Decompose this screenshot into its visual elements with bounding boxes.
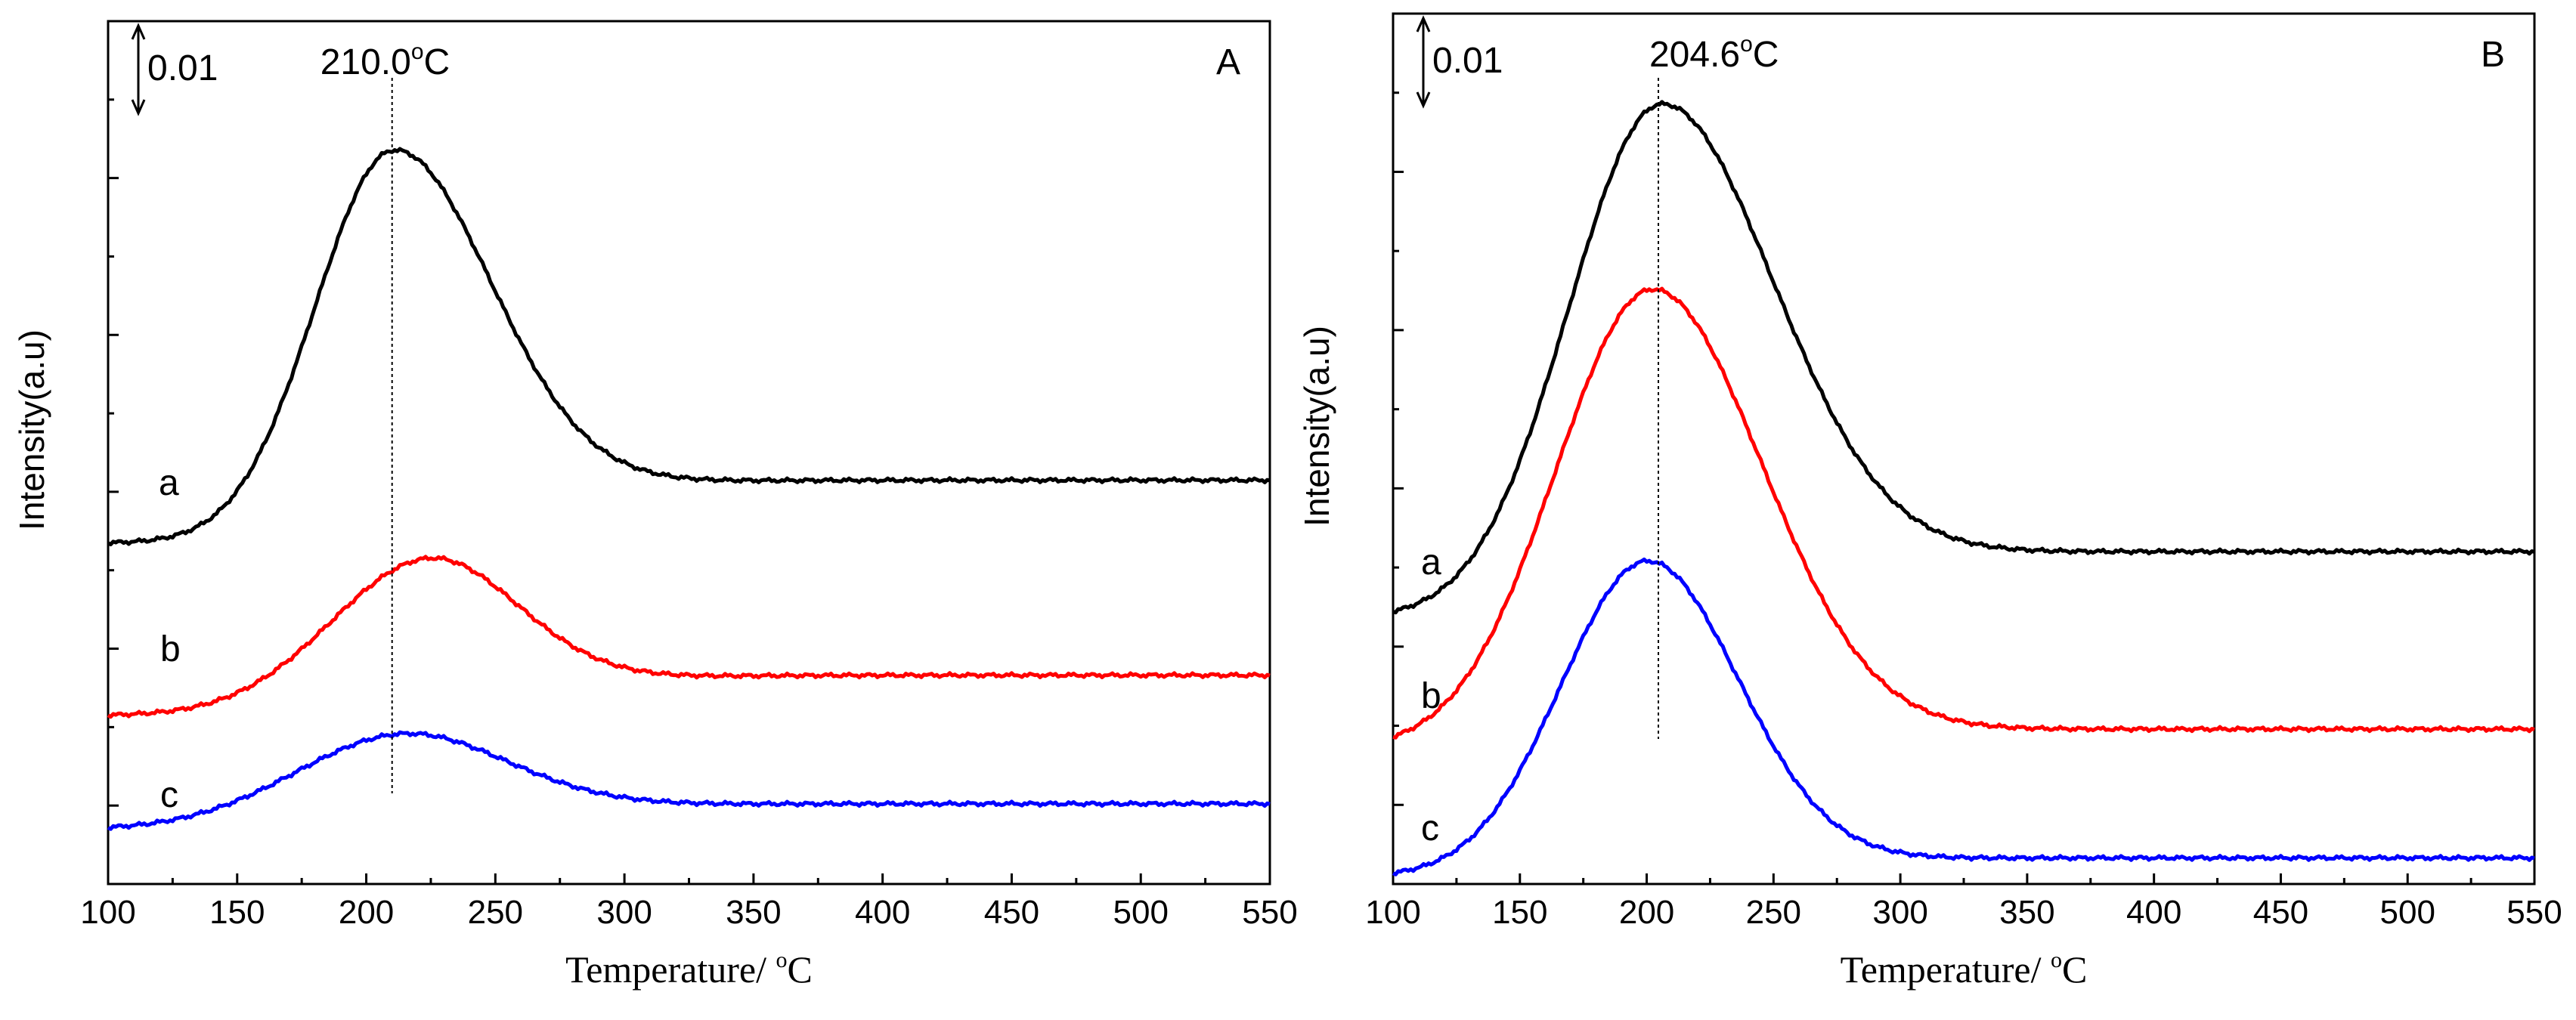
x-tick-label: 500 bbox=[2380, 894, 2435, 931]
x-tick-label: 300 bbox=[596, 894, 652, 931]
x-tick-label: 150 bbox=[209, 894, 265, 931]
series-label-c: c bbox=[1421, 808, 1439, 848]
scale-bar-label: 0.01 bbox=[1432, 41, 1503, 81]
series-label-c: c bbox=[160, 775, 178, 815]
panel-b: 100 150 200 250 300 350 400 450 500 550 Temperatur… bbox=[1297, 12, 2562, 991]
panel-a: 100 150 200 250 300 350 400 450 500 550 Temperatur… bbox=[12, 20, 1298, 991]
series-line-c bbox=[107, 730, 1271, 831]
x-tick-label: 550 bbox=[2506, 894, 2562, 931]
series-line-a bbox=[1392, 100, 2535, 615]
x-tick-label: 450 bbox=[2253, 894, 2308, 931]
x-axis-label: Temperature/ oC bbox=[565, 947, 813, 991]
series-label-a: a bbox=[1421, 542, 1441, 583]
scale-bar-arrowhead-down bbox=[131, 99, 146, 116]
x-tick-label: 150 bbox=[1492, 894, 1547, 931]
series-label-a: a bbox=[159, 463, 179, 503]
x-tick-label: 400 bbox=[2126, 894, 2181, 931]
peak-temperature-label: 204.6oC bbox=[1649, 32, 1779, 75]
scale-bar-arrowhead-up bbox=[131, 23, 146, 40]
scale-bar-label: 0.01 bbox=[147, 48, 218, 88]
x-tick-label: 200 bbox=[1619, 894, 1674, 931]
scale-bar-arrowhead-up bbox=[1416, 15, 1431, 32]
x-tick-label: 400 bbox=[855, 894, 910, 931]
x-tick-label: 100 bbox=[1365, 894, 1420, 931]
x-tick-label: 350 bbox=[726, 894, 781, 931]
y-axis-label: Intensity(a.u) bbox=[12, 329, 51, 530]
series-line-c bbox=[1392, 557, 2535, 876]
y-axis-label: Intensity(a.u) bbox=[1297, 326, 1336, 527]
x-tick-label: 250 bbox=[1746, 894, 1801, 931]
x-tick-label: 500 bbox=[1113, 894, 1169, 931]
series-line-b bbox=[1392, 286, 2535, 740]
scale-bar-arrowhead-down bbox=[1416, 91, 1431, 109]
peak-temperature-label: 210.0oC bbox=[320, 39, 450, 82]
plot-frame bbox=[107, 20, 1271, 886]
series-line-a bbox=[107, 147, 1271, 547]
x-tick-label: 350 bbox=[1999, 894, 2054, 931]
panel-label: B bbox=[2481, 35, 2505, 75]
x-tick-label: 100 bbox=[80, 894, 135, 931]
x-tick-label: 300 bbox=[1872, 894, 1927, 931]
panel-label: A bbox=[1216, 42, 1240, 82]
x-tick-label: 250 bbox=[468, 894, 523, 931]
x-tick-label: 450 bbox=[984, 894, 1039, 931]
x-tick-label: 550 bbox=[1242, 894, 1297, 931]
series-line-b bbox=[107, 555, 1271, 719]
x-tick-label: 200 bbox=[339, 894, 394, 931]
x-axis-label: Temperature/ oC bbox=[1841, 947, 2088, 991]
series-label-b: b bbox=[160, 629, 181, 669]
series-label-b: b bbox=[1421, 676, 1441, 716]
